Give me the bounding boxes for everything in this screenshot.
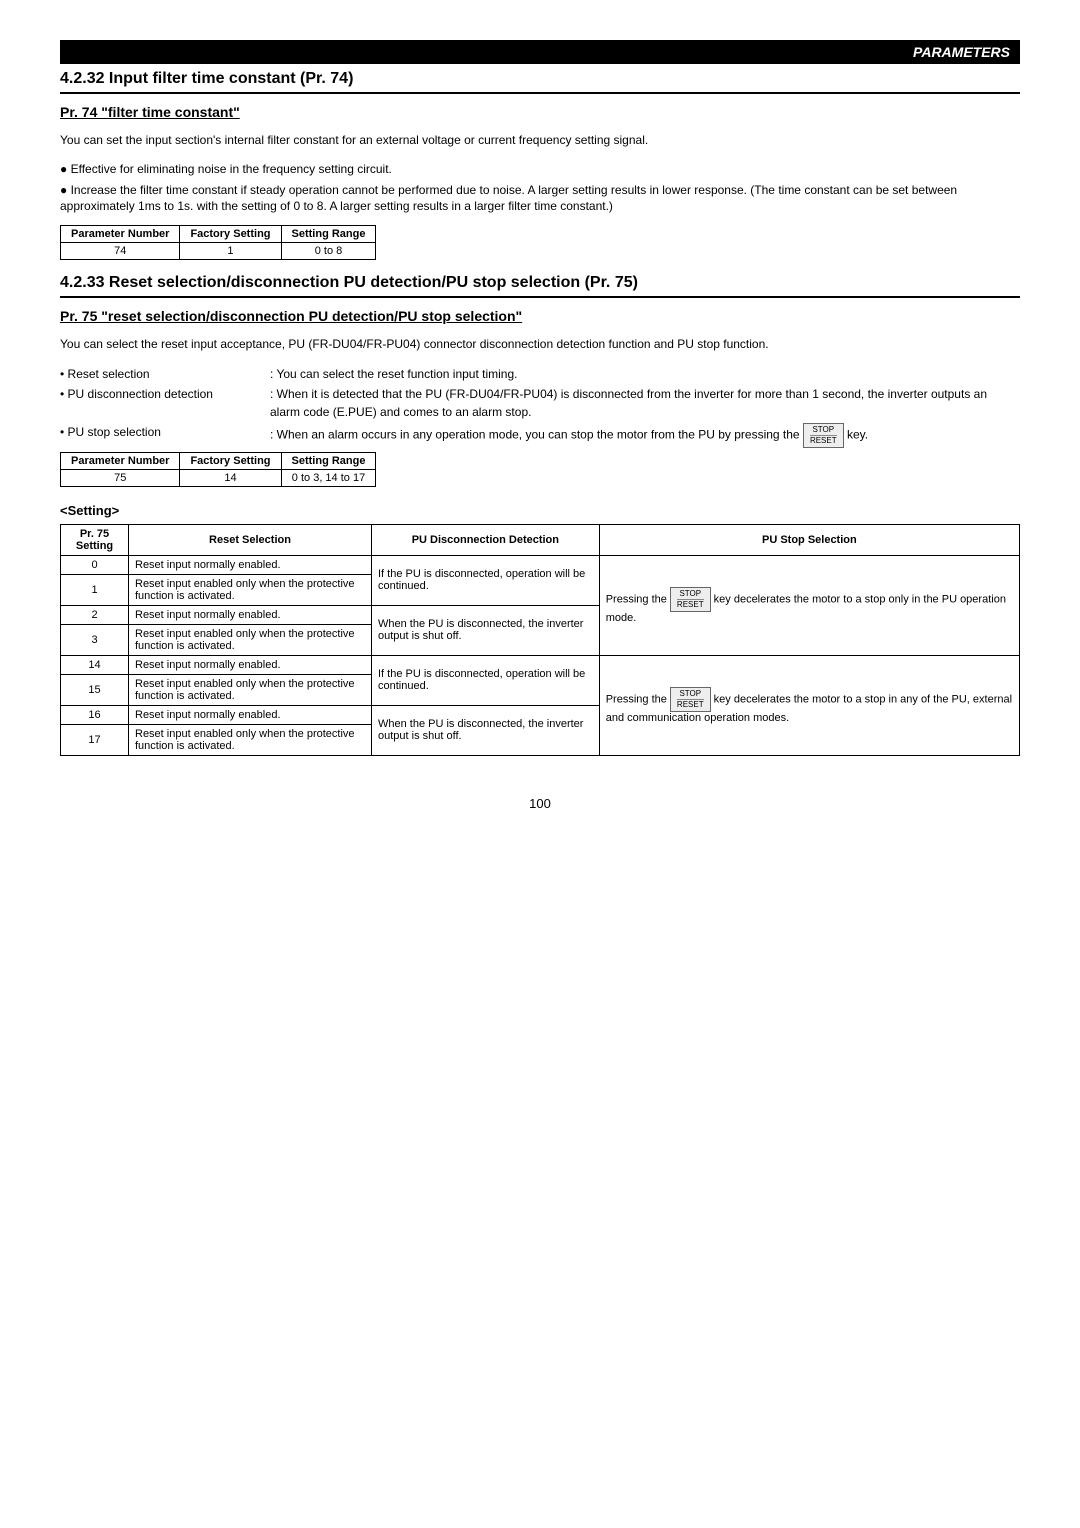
table-cell: 1 [180, 243, 281, 260]
definition-label: • PU stop selection [60, 423, 270, 448]
definition-row: • PU stop selection : When an alarm occu… [60, 423, 1020, 448]
stop-reset-key-icon: STOP RESET [803, 423, 844, 448]
table-header: PU Disconnection Detection [372, 524, 600, 555]
key-top: STOP [810, 425, 837, 435]
table-cell: 14 [61, 655, 129, 674]
section2-title: 4.2.33 Reset selection/disconnection PU … [60, 274, 1020, 298]
key-bottom: RESET [677, 599, 704, 610]
stop-reset-key-icon: STOP RESET [670, 587, 711, 612]
table-cell: 0 [61, 555, 129, 574]
table-header: Factory Setting [180, 226, 281, 243]
definition-text: : You can select the reset function inpu… [270, 365, 1020, 383]
table-cell: When the PU is disconnected, the inverte… [372, 605, 600, 655]
table-cell: 15 [61, 674, 129, 705]
page-number: 100 [60, 796, 1020, 811]
table-cell: Reset input enabled only when the protec… [129, 574, 372, 605]
definition-text: : When it is detected that the PU (FR-DU… [270, 385, 1020, 421]
table-header: Setting Range [281, 226, 376, 243]
text-fragment: Pressing the [606, 693, 670, 705]
table-header: PU Stop Selection [599, 524, 1019, 555]
section2-paragraph: You can select the reset input acceptanc… [60, 336, 1020, 353]
section1-param-table: Parameter Number Factory Setting Setting… [60, 225, 376, 260]
table-cell: 74 [61, 243, 180, 260]
table-cell: 0 to 8 [281, 243, 376, 260]
table-header: Pr. 75 Setting [61, 524, 129, 555]
definition-label: • Reset selection [60, 365, 270, 383]
settings-table: Pr. 75 Setting Reset Selection PU Discon… [60, 524, 1020, 756]
setting-heading: <Setting> [60, 503, 1020, 518]
key-bottom: RESET [810, 435, 837, 446]
definition-row: • PU disconnection detection : When it i… [60, 385, 1020, 421]
key-bottom: RESET [677, 699, 704, 710]
table-cell: Reset input normally enabled. [129, 655, 372, 674]
table-cell: Reset input normally enabled. [129, 555, 372, 574]
table-cell: Pressing the STOP RESET key decelerates … [599, 555, 1019, 655]
table-cell: Pressing the STOP RESET key decelerates … [599, 655, 1019, 755]
table-cell: Reset input enabled only when the protec… [129, 624, 372, 655]
section1-subheading: Pr. 74 "filter time constant" [60, 104, 1020, 120]
table-cell: 16 [61, 705, 129, 724]
section2-param-table: Parameter Number Factory Setting Setting… [60, 452, 376, 487]
table-cell: Reset input enabled only when the protec… [129, 674, 372, 705]
section1-paragraph: You can set the input section's internal… [60, 132, 1020, 149]
table-header: Reset Selection [129, 524, 372, 555]
text-fragment: key. [847, 428, 868, 442]
table-cell: 0 to 3, 14 to 17 [281, 469, 376, 486]
table-cell: Reset input normally enabled. [129, 705, 372, 724]
table-cell: 14 [180, 469, 281, 486]
list-item: Increase the filter time constant if ste… [60, 182, 1020, 216]
table-cell: If the PU is disconnected, operation wil… [372, 655, 600, 705]
section1-bullets: Effective for eliminating noise in the f… [60, 161, 1020, 215]
section1-title: 4.2.32 Input filter time constant (Pr. 7… [60, 70, 1020, 94]
table-header: Parameter Number [61, 452, 180, 469]
table-cell: 2 [61, 605, 129, 624]
key-top: STOP [677, 689, 704, 699]
table-cell: 17 [61, 724, 129, 755]
table-header: Factory Setting [180, 452, 281, 469]
definition-label: • PU disconnection detection [60, 385, 270, 421]
table-header: Parameter Number [61, 226, 180, 243]
table-cell: 1 [61, 574, 129, 605]
table-cell: When the PU is disconnected, the inverte… [372, 705, 600, 755]
section2-subheading: Pr. 75 "reset selection/disconnection PU… [60, 308, 1020, 324]
text-fragment: Pressing the [606, 593, 670, 605]
text-fragment: : When an alarm occurs in any operation … [270, 428, 803, 442]
table-cell: 3 [61, 624, 129, 655]
table-header: Setting Range [281, 452, 376, 469]
table-cell: 75 [61, 469, 180, 486]
table-cell: Reset input enabled only when the protec… [129, 724, 372, 755]
definition-row: • Reset selection : You can select the r… [60, 365, 1020, 383]
page-header: PARAMETERS [60, 40, 1020, 64]
list-item: Effective for eliminating noise in the f… [60, 161, 1020, 178]
definition-text: : When an alarm occurs in any operation … [270, 423, 1020, 448]
key-top: STOP [677, 589, 704, 599]
table-cell: Reset input normally enabled. [129, 605, 372, 624]
stop-reset-key-icon: STOP RESET [670, 687, 711, 712]
table-cell: If the PU is disconnected, operation wil… [372, 555, 600, 605]
